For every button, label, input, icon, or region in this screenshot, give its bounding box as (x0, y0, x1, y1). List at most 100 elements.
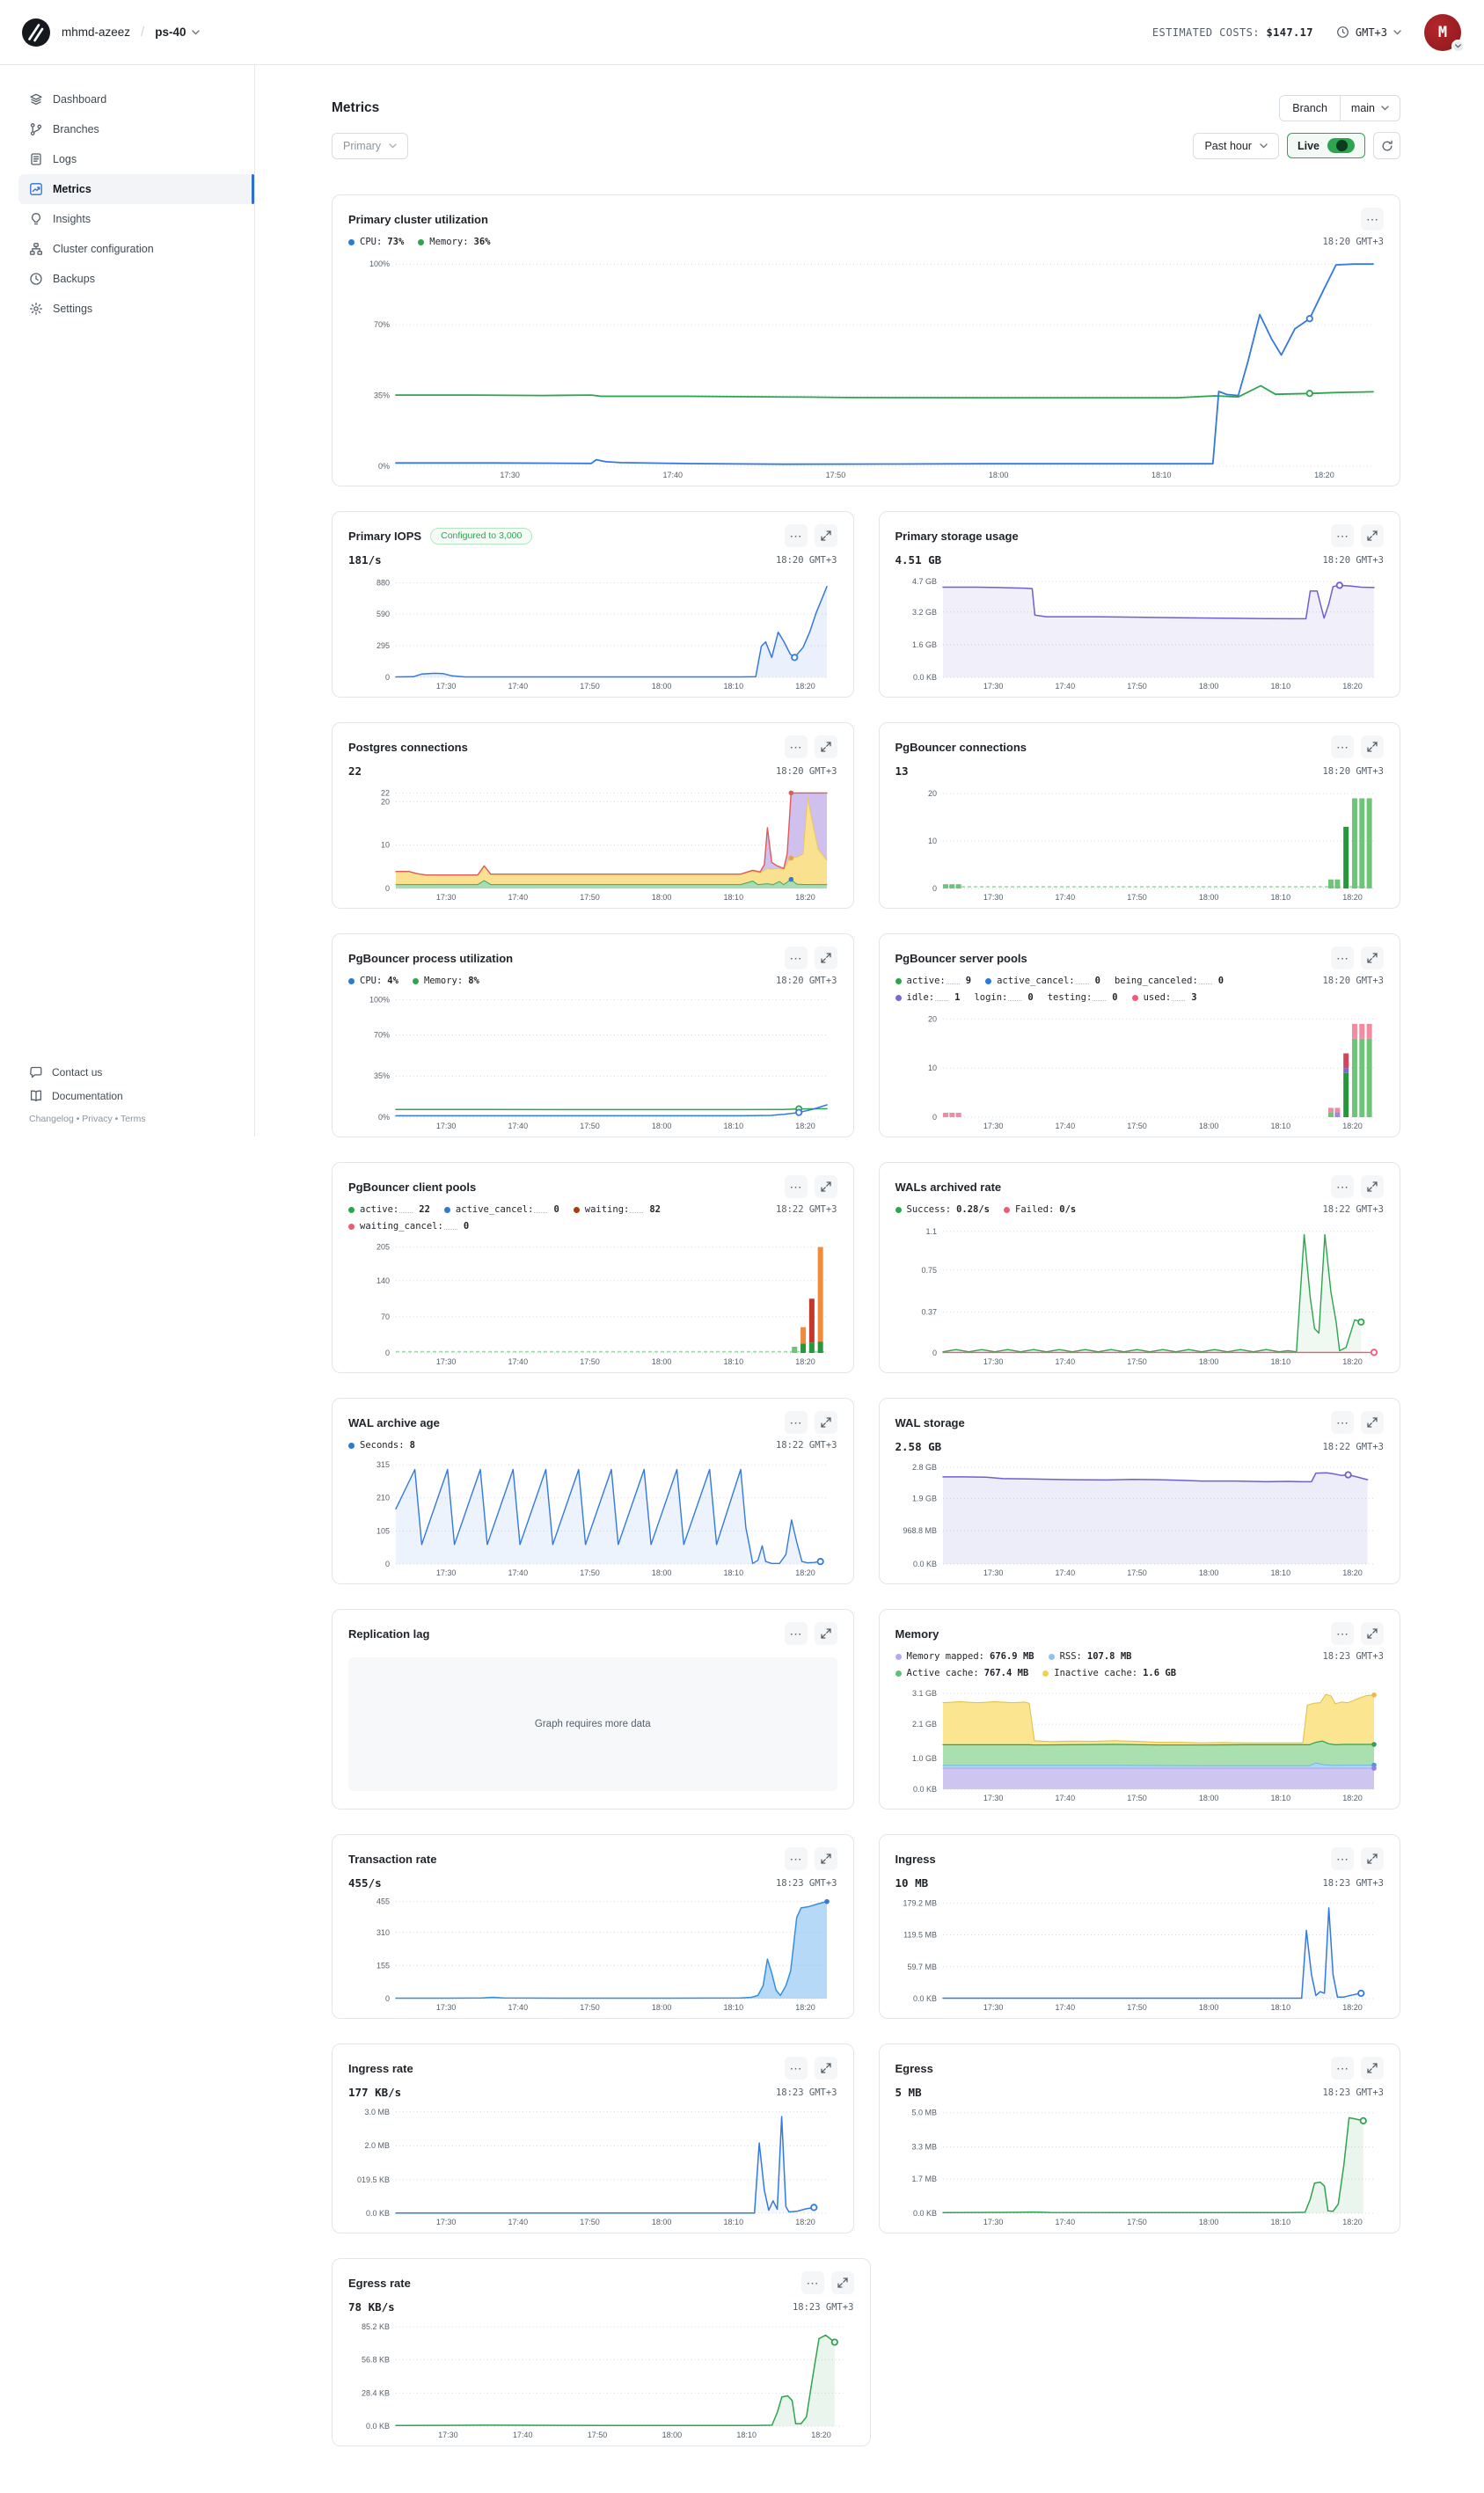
card-expand-button[interactable] (814, 2057, 837, 2080)
svg-text:17:50: 17:50 (580, 1357, 600, 1366)
sidebar-item-logs[interactable]: Logs (0, 144, 254, 174)
svg-text:17:30: 17:30 (436, 893, 457, 902)
user-avatar[interactable]: M (1424, 13, 1465, 53)
svg-text:17:30: 17:30 (436, 1568, 457, 1577)
card-menu-button[interactable]: ⋯ (784, 2057, 808, 2080)
card-expand-button[interactable] (1361, 735, 1384, 758)
card-expand-button[interactable] (814, 1411, 837, 1434)
card-menu-button[interactable]: ⋯ (1361, 208, 1384, 230)
sidebar-item-settings[interactable]: Settings (0, 294, 254, 324)
svg-text:17:30: 17:30 (436, 1122, 457, 1130)
svg-text:5.0 MB: 5.0 MB (911, 2109, 937, 2117)
card-menu-button[interactable]: ⋯ (784, 524, 808, 547)
card-expand-button[interactable] (1361, 2057, 1384, 2080)
svg-text:17:50: 17:50 (580, 893, 600, 902)
card-menu-button[interactable]: ⋯ (1331, 1847, 1354, 1870)
metric-card-repl_lag: Replication lag ⋯ Graph requires more data (332, 1609, 854, 1809)
time-range-select[interactable]: Past hour (1193, 132, 1279, 159)
chart-timestamp: 18:23 GMT+3 (792, 2301, 854, 2313)
metric-card-wals_rate: WALs archived rate ⋯ Success: 0.28/s Failed:… (878, 1162, 1400, 1373)
sidebar-item-branches[interactable]: Branches (0, 114, 254, 144)
card-menu-button[interactable]: ⋯ (784, 1411, 808, 1434)
card-expand-button[interactable] (814, 735, 837, 758)
svg-text:0.0 KB: 0.0 KB (912, 1560, 936, 1568)
svg-text:0: 0 (385, 884, 390, 893)
card-menu-button[interactable]: ⋯ (1331, 2057, 1354, 2080)
card-menu-button[interactable]: ⋯ (1331, 1411, 1354, 1434)
svg-text:20: 20 (927, 1014, 936, 1023)
timezone-selector[interactable]: GMT+3 (1336, 26, 1401, 39)
card-menu-button[interactable]: ⋯ (1331, 735, 1354, 758)
breadcrumb-separator: / (141, 25, 145, 40)
card-expand-button[interactable] (1361, 947, 1384, 969)
card-expand-button[interactable] (1361, 1175, 1384, 1198)
metric-card-pgb_conn: PgBouncer connections ⋯ 13 18:20 GMT+3 20 10 0… (878, 722, 1400, 909)
card-expand-button[interactable] (814, 524, 837, 547)
sidebar-item-metrics[interactable]: Metrics (18, 174, 254, 204)
sidebar-item-backups[interactable]: Backups (0, 264, 254, 294)
card-menu-button[interactable]: ⋯ (784, 1847, 808, 1870)
chart-timestamp: 18:23 GMT+3 (1322, 1651, 1384, 1662)
sidebar-item-insights[interactable]: Insights (0, 204, 254, 234)
legal-links[interactable]: Changelog • Privacy • Terms (29, 1114, 146, 1124)
card-menu-button[interactable]: ⋯ (1331, 524, 1354, 547)
svg-text:18:10: 18:10 (1270, 2003, 1290, 2012)
svg-text:17:50: 17:50 (580, 2003, 600, 2012)
card-menu-button[interactable]: ⋯ (800, 2271, 824, 2294)
chart: 179.2 MB 119.5 MB 59.7 MB 0.0 KB 17:30 17:40 1… (896, 1891, 1385, 2013)
card-expand-button[interactable] (1361, 524, 1384, 547)
svg-text:17:50: 17:50 (580, 1568, 600, 1577)
card-menu-button[interactable]: ⋯ (784, 1622, 808, 1645)
svg-text:17:40: 17:40 (1055, 682, 1075, 691)
svg-text:17:30: 17:30 (438, 2431, 458, 2439)
svg-text:17:30: 17:30 (436, 2003, 457, 2012)
svg-text:18:20: 18:20 (1342, 682, 1363, 691)
branch-select[interactable]: main (1341, 96, 1400, 121)
card-menu-button[interactable]: ⋯ (784, 735, 808, 758)
card-menu-button[interactable]: ⋯ (1331, 947, 1354, 969)
legend-item: active_cancel: 0 (443, 1204, 559, 1215)
app-logo-icon[interactable] (21, 18, 51, 48)
svg-text:18:00: 18:00 (1198, 2003, 1218, 2012)
svg-text:1.6 GB: 1.6 GB (911, 640, 936, 649)
metric-card-tx_rate: Transaction rate ⋯ 455/s 18:23 GMT+3 455 310 1… (332, 1834, 854, 2019)
card-menu-button[interactable]: ⋯ (784, 1175, 808, 1198)
sidebar-footer-documentation[interactable]: Documentation (29, 1084, 240, 1108)
svg-text:56.8 KB: 56.8 KB (362, 2356, 390, 2365)
sidebar-footer-contact-us[interactable]: Contact us (29, 1060, 240, 1084)
expand-icon (837, 2277, 848, 2288)
sidebar-item-label: Cluster configuration (53, 243, 154, 255)
card-expand-button[interactable] (814, 1175, 837, 1198)
svg-text:0: 0 (932, 1349, 936, 1357)
card-expand-button[interactable] (814, 1847, 837, 1870)
card-row: Primary cluster utilization ⋯ CPU: 73% Memor… (332, 194, 1400, 486)
metric-card-egress_rate: Egress rate ⋯ 78 KB/s 18:23 GMT+3 85.2 KB 56.… (332, 2258, 871, 2446)
svg-text:18:20: 18:20 (795, 682, 815, 691)
project-selector[interactable]: ps-40 (155, 26, 201, 39)
svg-text:105: 105 (376, 1526, 390, 1535)
card-menu-button[interactable]: ⋯ (1331, 1622, 1354, 1645)
breadcrumb-org[interactable]: mhmd-azeez (62, 26, 131, 39)
chart-svg: 20 10 0 17:30 17:40 17:50 18:00 18:10 18:20 (927, 1014, 1374, 1130)
svg-text:17:30: 17:30 (983, 1568, 1003, 1577)
svg-text:17:50: 17:50 (1127, 1122, 1147, 1130)
sidebar-item-cluster-configuration[interactable]: Cluster configuration (0, 234, 254, 264)
branch-control[interactable]: Branch main (1279, 95, 1400, 121)
sidebar-item-dashboard[interactable]: Dashboard (0, 84, 254, 114)
live-toggle[interactable]: Live (1286, 133, 1365, 158)
card-menu-button[interactable]: ⋯ (784, 947, 808, 969)
card-expand-button[interactable] (1361, 1411, 1384, 1434)
card-expand-button[interactable] (814, 947, 837, 969)
svg-text:18:00: 18:00 (1198, 893, 1218, 902)
chevron-down-icon (389, 143, 397, 148)
card-expand-button[interactable] (1361, 1622, 1384, 1645)
card-expand-button[interactable] (830, 2271, 854, 2294)
expand-icon (1367, 530, 1378, 541)
chart-timestamp: 18:23 GMT+3 (1322, 1877, 1384, 1889)
card-expand-button[interactable] (814, 1622, 837, 1645)
metric-group-select[interactable]: Primary (332, 132, 409, 159)
branch-label: Branch (1280, 96, 1341, 121)
card-menu-button[interactable]: ⋯ (1331, 1175, 1354, 1198)
refresh-button[interactable] (1373, 132, 1400, 159)
card-expand-button[interactable] (1361, 1847, 1384, 1870)
